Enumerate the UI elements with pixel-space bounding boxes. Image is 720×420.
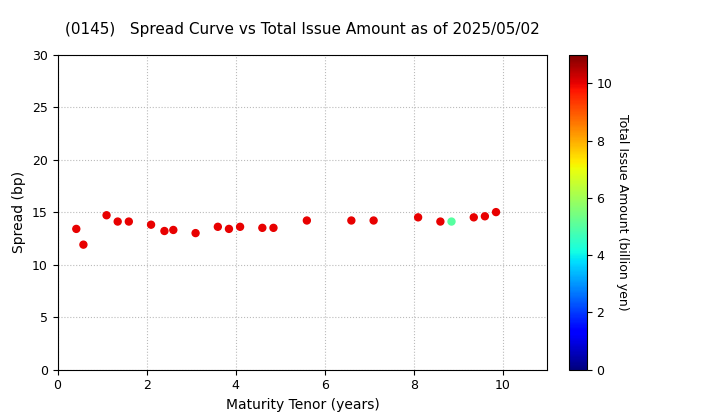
Point — [101, 212, 112, 218]
Point — [145, 221, 157, 228]
Point — [212, 223, 224, 230]
Point — [413, 214, 424, 221]
Point — [71, 226, 82, 232]
Point — [190, 230, 202, 236]
Point — [158, 228, 170, 234]
Point — [368, 217, 379, 224]
Point — [346, 217, 357, 224]
Point — [479, 213, 490, 220]
Y-axis label: Total Issue Amount (billion yen): Total Issue Amount (billion yen) — [616, 114, 629, 310]
Point — [223, 226, 235, 232]
Point — [268, 224, 279, 231]
Point — [112, 218, 123, 225]
Point — [446, 218, 457, 225]
Point — [256, 224, 268, 231]
X-axis label: Maturity Tenor (years): Maturity Tenor (years) — [225, 398, 379, 412]
Point — [490, 209, 502, 215]
Y-axis label: Spread (bp): Spread (bp) — [12, 171, 27, 253]
Text: (0145)   Spread Curve vs Total Issue Amount as of 2025/05/02: (0145) Spread Curve vs Total Issue Amoun… — [65, 22, 540, 37]
Point — [301, 217, 312, 224]
Point — [168, 226, 179, 233]
Point — [78, 241, 89, 248]
Point — [123, 218, 135, 225]
Point — [468, 214, 480, 221]
Point — [435, 218, 446, 225]
Point — [234, 223, 246, 230]
